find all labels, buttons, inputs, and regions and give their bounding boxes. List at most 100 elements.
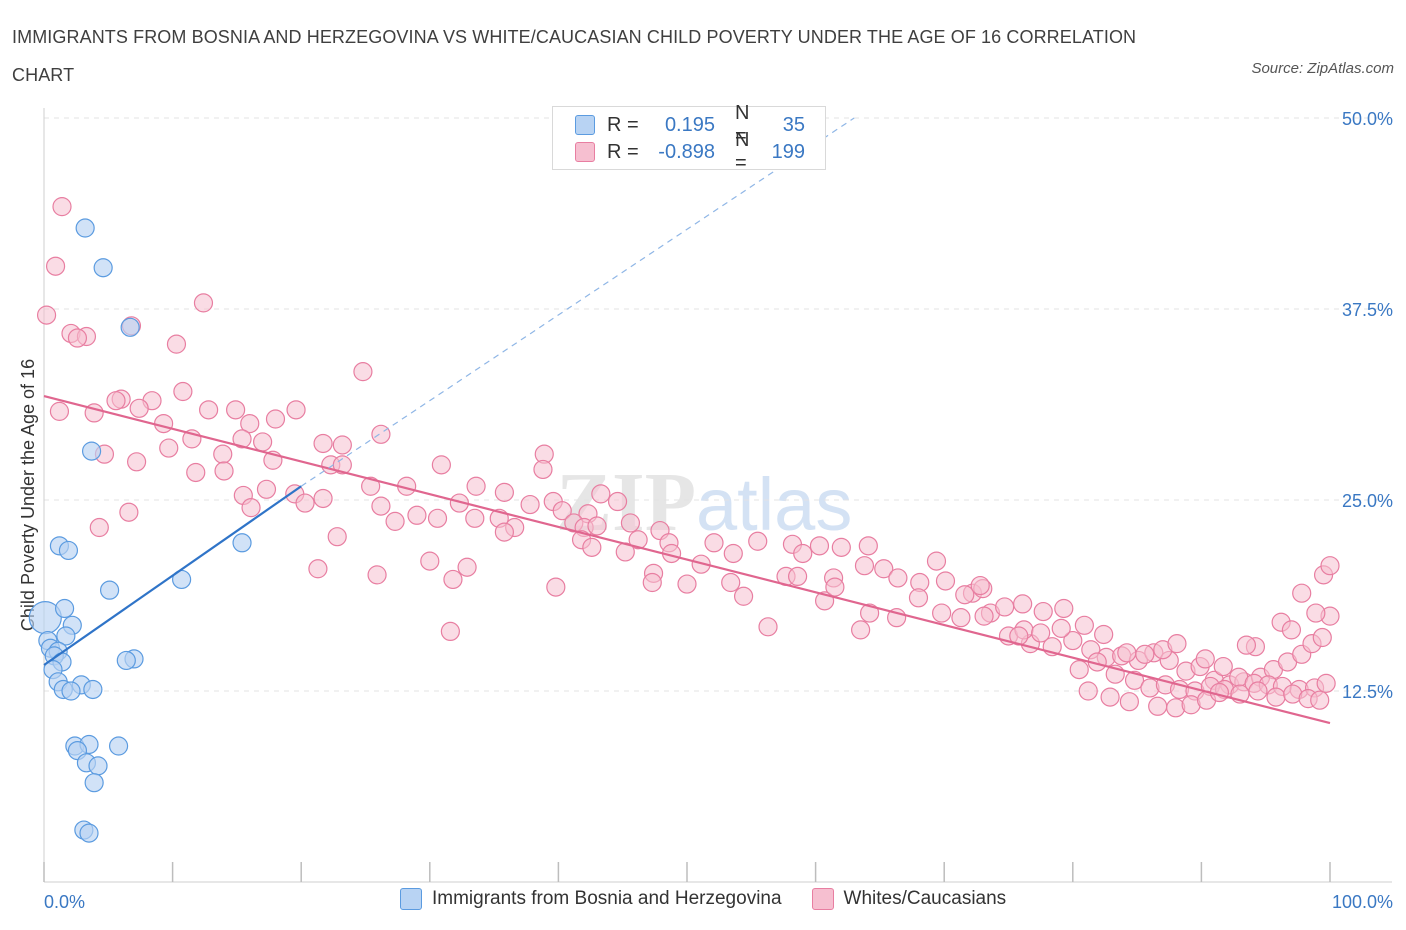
data-point-whites xyxy=(166,334,187,354)
series-legend-swatch-pink xyxy=(811,888,834,910)
data-point-whites xyxy=(313,488,333,509)
data-point-bosnia xyxy=(81,441,102,461)
data-point-whites xyxy=(520,494,540,515)
data-point-whites xyxy=(193,293,214,313)
series-legend: Immigrants from Bosnia and Herzegovina W… xyxy=(400,888,1036,910)
data-point-whites xyxy=(1069,660,1089,680)
legend-r-label: R = xyxy=(607,140,639,163)
data-point-whites xyxy=(332,435,352,455)
data-point-whites xyxy=(533,459,553,480)
trendline-bosnia xyxy=(43,485,302,666)
data-point-whites xyxy=(213,444,233,464)
data-point-whites xyxy=(1124,670,1145,690)
data-point-bosnia xyxy=(58,540,79,561)
data-point-whites xyxy=(353,362,373,382)
data-point-whites xyxy=(232,429,252,449)
data-point-whites xyxy=(367,565,387,585)
data-point-whites xyxy=(159,438,179,458)
data-point-whites xyxy=(1292,583,1312,603)
data-point-whites xyxy=(1312,627,1332,648)
data-point-whites xyxy=(858,536,878,556)
chart-title: IMMIGRANTS FROM BOSNIA AND HERZEGOVINA V… xyxy=(12,27,1137,85)
data-point-bosnia xyxy=(116,650,136,671)
data-point-whites xyxy=(457,557,477,577)
data-point-whites xyxy=(1310,690,1330,710)
data-point-bosnia xyxy=(61,681,81,701)
data-point-whites xyxy=(591,484,611,504)
data-point-whites xyxy=(607,491,628,512)
series-legend-swatch-blue xyxy=(400,888,422,910)
data-point-whites xyxy=(295,493,315,513)
data-point-whites xyxy=(327,527,347,547)
data-point-bosnia xyxy=(75,218,95,238)
data-point-whites xyxy=(226,400,246,420)
data-point-whites xyxy=(49,401,70,421)
data-point-whites xyxy=(129,398,149,418)
data-point-whites xyxy=(1266,687,1286,707)
data-point-whites xyxy=(546,577,566,597)
data-point-whites xyxy=(620,513,641,533)
data-point-whites xyxy=(256,479,277,499)
data-point-whites xyxy=(748,531,768,551)
data-point-whites xyxy=(265,409,286,429)
data-point-whites xyxy=(1320,556,1340,576)
data-point-whites xyxy=(1078,681,1098,701)
data-point-whites xyxy=(466,476,486,496)
data-point-whites xyxy=(126,452,147,472)
data-point-whites xyxy=(1236,635,1257,655)
data-point-whites xyxy=(1316,673,1336,693)
legend-r-value: 0.195 xyxy=(664,113,715,136)
series-legend-white: Whites/Caucasians xyxy=(811,888,1007,910)
legend-row-white: R = -0.898 N = 199 xyxy=(575,129,805,174)
data-point-whites xyxy=(854,556,875,576)
data-point-whites xyxy=(371,424,391,444)
data-point-whites xyxy=(420,551,440,571)
data-point-whites xyxy=(431,455,451,475)
series-legend-bosnia: Immigrants from Bosnia and Herzegovina xyxy=(400,888,782,910)
data-point-whites xyxy=(874,559,894,579)
data-point-whites xyxy=(932,603,952,623)
data-point-whites xyxy=(1031,623,1051,643)
data-point-whites xyxy=(443,569,463,590)
data-point-whites xyxy=(1135,644,1155,664)
trendline-bosnia-extension xyxy=(300,117,855,487)
data-point-bosnia xyxy=(56,626,76,646)
data-point-whites xyxy=(308,559,328,579)
y-tick-label: 25.0% xyxy=(1342,491,1393,511)
data-point-whites xyxy=(240,414,260,434)
data-point-whites xyxy=(1119,692,1139,712)
y-axis-title: Child Poverty Under the Age of 16 xyxy=(18,359,38,631)
correlation-legend: R = 0.195 N = 35 R = -0.898 N = 199 xyxy=(552,102,826,174)
data-point-whites xyxy=(1063,630,1083,651)
data-point-whites xyxy=(1051,618,1071,638)
data-point-whites xyxy=(1100,687,1120,707)
legend-n-label: N = xyxy=(735,129,750,174)
data-point-whites xyxy=(199,400,219,420)
data-point-whites xyxy=(214,461,234,481)
data-point-whites xyxy=(1213,656,1233,677)
data-point-whites xyxy=(173,381,193,402)
data-point-whites xyxy=(494,522,514,542)
data-point-whites xyxy=(1140,678,1160,698)
data-point-whites xyxy=(1166,698,1186,718)
data-point-whites xyxy=(908,588,929,608)
x-tick-label: 100.0% xyxy=(1332,892,1393,912)
data-point-whites xyxy=(1248,681,1268,701)
legend-n-value: 35 xyxy=(782,113,805,136)
series-legend-label: Whites/Caucasians xyxy=(843,888,1007,909)
data-point-whites xyxy=(1117,643,1137,663)
data-point-bosnia xyxy=(120,317,140,337)
data-point-whites xyxy=(582,537,602,557)
data-point-whites xyxy=(52,197,72,217)
data-point-whites xyxy=(851,620,871,640)
data-point-whites xyxy=(787,566,808,587)
data-point-whites xyxy=(642,572,662,593)
data-point-whites xyxy=(677,574,697,594)
data-point-whites xyxy=(494,482,514,502)
data-point-whites xyxy=(36,305,57,325)
data-point-whites xyxy=(253,432,273,452)
data-point-whites xyxy=(186,462,206,483)
data-point-bosnia xyxy=(93,258,113,278)
data-point-whites xyxy=(440,621,460,642)
